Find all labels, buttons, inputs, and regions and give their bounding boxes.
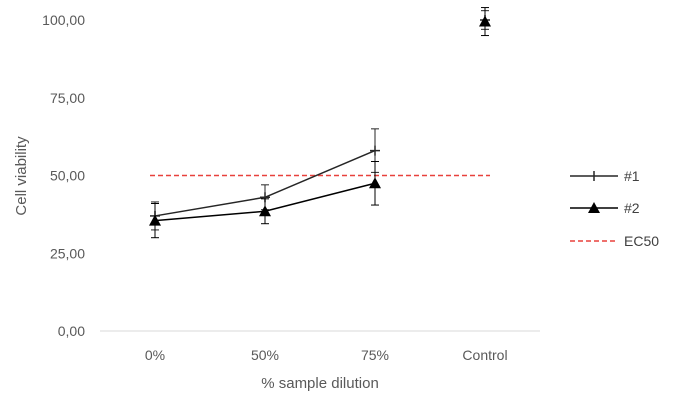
x-tick-label: Control [462, 347, 507, 363]
legend-entry: #1 [570, 168, 640, 184]
legend-label: #2 [624, 200, 640, 216]
legend-label: #1 [624, 168, 640, 184]
legend-label: EC50 [624, 233, 659, 249]
y-tick-label: 25,00 [50, 245, 85, 261]
data-point [370, 145, 380, 156]
series-triangle [149, 7, 491, 239]
y-tick-label: 50,00 [50, 168, 85, 184]
legend-entry: #2 [570, 200, 640, 216]
x-tick-label: 0% [145, 347, 165, 363]
x-axis-title: % sample dilution [261, 375, 379, 392]
data-point [479, 15, 491, 27]
y-tick-label: 75,00 [50, 90, 85, 106]
x-tick-label: 75% [361, 347, 389, 363]
legend-marker [588, 202, 600, 213]
data-point [149, 214, 161, 226]
data-point [369, 177, 381, 189]
y-tick-label: 0,00 [58, 323, 85, 339]
y-tick-label: 100,00 [42, 12, 85, 28]
x-axis-ticks: 0% 50% 75% Control [145, 347, 508, 363]
x-tick-label: 50% [251, 347, 279, 363]
y-axis-title: Cell viability [13, 136, 30, 216]
data-series [149, 7, 491, 239]
data-point [259, 205, 271, 217]
legend-entry: EC50 [570, 233, 659, 249]
legend: #1 #2 EC50 [570, 168, 659, 249]
y-axis-ticks: 0,00 25,00 50,00 75,00 100,00 [42, 12, 85, 339]
